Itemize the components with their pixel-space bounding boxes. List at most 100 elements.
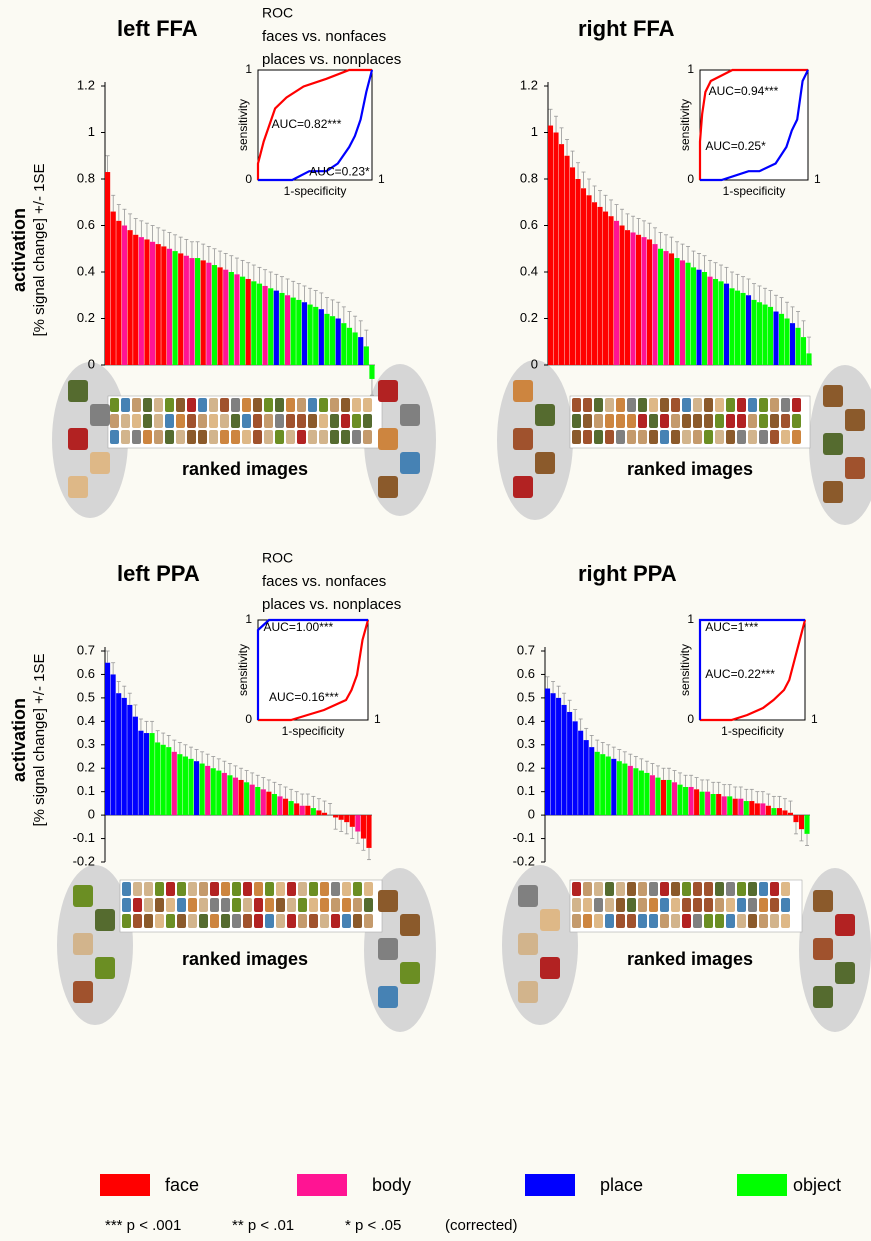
roc-legend: places vs. nonplaces	[262, 596, 401, 613]
thumbnail	[243, 914, 252, 928]
thumbnail	[378, 890, 398, 912]
thumbnail	[276, 914, 285, 928]
roc-curve	[698, 68, 808, 180]
thumbnail	[715, 898, 724, 912]
thumbnail	[253, 398, 262, 412]
thumbnail	[715, 430, 724, 444]
thumbnail	[176, 430, 185, 444]
y-tick-label: 0.8	[77, 170, 95, 185]
bar	[735, 290, 741, 365]
thumbnail	[187, 430, 196, 444]
bar	[729, 288, 735, 365]
bar	[545, 688, 551, 816]
footnote: *** p < .001	[105, 1217, 181, 1234]
thumbnail	[660, 914, 669, 928]
bar	[699, 791, 705, 816]
legend-swatch	[297, 1174, 347, 1196]
bar	[160, 744, 166, 816]
bar	[182, 756, 188, 816]
bar	[795, 327, 801, 365]
bar	[660, 779, 667, 816]
y-tick-label: 1.2	[77, 77, 95, 92]
thumbnail	[298, 898, 307, 912]
thumbnail	[177, 898, 186, 912]
y-tick-label: 0.2	[77, 760, 95, 775]
roc-x-label: 1-specificity	[282, 724, 345, 738]
thumbnail	[737, 414, 746, 428]
thumbnail	[540, 909, 560, 931]
bar	[638, 770, 644, 816]
thumbnail	[400, 962, 420, 984]
thumbnail	[209, 398, 218, 412]
bar	[685, 262, 691, 365]
y-tick-label: 0	[88, 356, 95, 371]
roc-curve	[700, 619, 807, 722]
thumbnail	[176, 398, 185, 412]
thumbnail	[704, 882, 713, 896]
thumbnail	[378, 380, 398, 402]
thumbnail	[726, 898, 735, 912]
thumbnail	[286, 430, 295, 444]
thumbnail	[518, 981, 538, 1003]
thumbnail	[748, 414, 757, 428]
thumbnail	[748, 882, 757, 896]
y-tick-label: 0.4	[77, 263, 95, 278]
thumbnail	[133, 898, 142, 912]
thumbnail	[759, 430, 768, 444]
thumbnail	[649, 898, 658, 912]
thumbnail	[845, 457, 865, 479]
thumbnail	[792, 430, 801, 444]
roc-curve	[698, 618, 805, 720]
bar	[310, 808, 316, 816]
bar	[724, 283, 730, 365]
roc-tick-label: 1	[814, 172, 821, 186]
bar	[605, 756, 611, 816]
thumbnail	[341, 414, 350, 428]
bar	[707, 276, 713, 365]
bar	[358, 337, 364, 365]
thumbnail	[232, 914, 241, 928]
bar	[732, 798, 738, 816]
thumbnail	[242, 430, 251, 444]
x-axis-label: ranked images	[627, 459, 753, 479]
thumbnail	[275, 430, 284, 444]
thumbnail	[110, 430, 119, 444]
bar	[553, 132, 559, 365]
bar	[636, 234, 642, 365]
thumbnail	[726, 430, 735, 444]
y-tick-label: 1.2	[520, 77, 538, 92]
thumbnail	[364, 914, 373, 928]
bar	[183, 255, 189, 365]
y-tick-label: -0.1	[73, 830, 95, 845]
y-tick-label: 0.6	[517, 666, 535, 681]
bar	[586, 195, 592, 365]
y-tick-label: 0.5	[517, 689, 535, 704]
bar	[793, 815, 799, 823]
thumbnail	[759, 882, 768, 896]
thumbnail	[792, 398, 801, 412]
thumbnail	[682, 430, 691, 444]
roc-y-label: sensitivity	[236, 644, 250, 696]
thumbnail	[605, 882, 614, 896]
thumbnail	[737, 898, 746, 912]
thumbnail	[264, 414, 273, 428]
thumbnail	[704, 430, 713, 444]
bar	[366, 815, 372, 848]
thumbnail	[660, 882, 669, 896]
bar	[625, 230, 631, 365]
thumbnail	[726, 914, 735, 928]
thumbnail	[835, 914, 855, 936]
bar	[787, 812, 793, 816]
thumbnail	[572, 914, 581, 928]
thumbnail	[572, 398, 581, 412]
thumbnail	[715, 882, 724, 896]
thumbnail	[165, 414, 174, 428]
bar	[341, 323, 347, 365]
chart-title: right FFA	[578, 16, 675, 41]
thumbnail	[605, 414, 614, 428]
y-tick-label: 0.2	[517, 760, 535, 775]
thumbnail	[693, 414, 702, 428]
y-tick-label: 0.7	[517, 642, 535, 657]
thumbnail	[330, 430, 339, 444]
